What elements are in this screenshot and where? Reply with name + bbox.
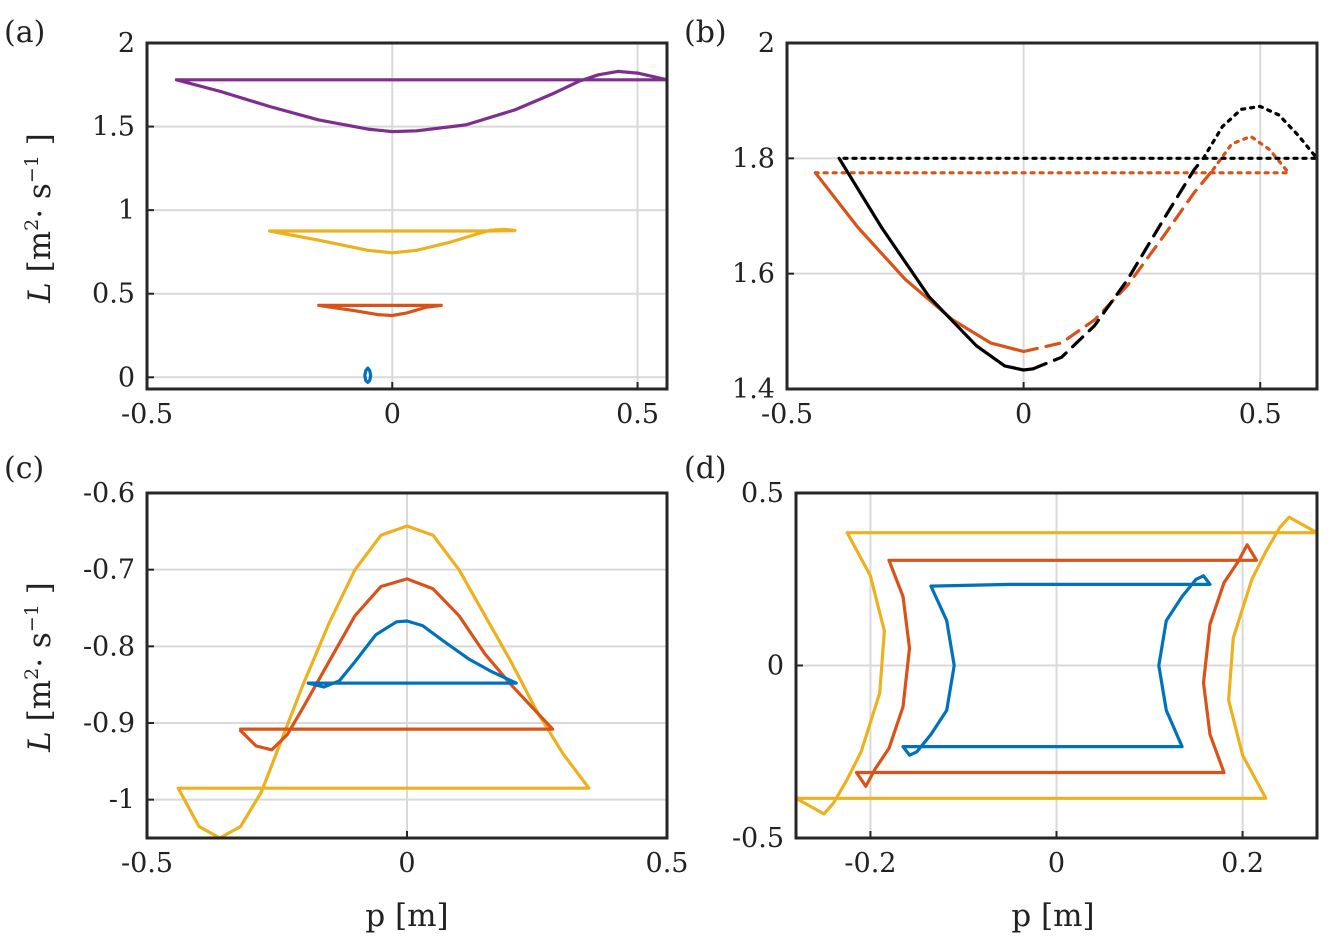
y-axis-label-symbol: L bbox=[22, 731, 58, 753]
plot-frame bbox=[785, 41, 1319, 391]
x-tick-label: -0.5 bbox=[121, 848, 173, 879]
y-tick-label: -0.8 bbox=[83, 631, 135, 662]
panel-a: -0.5 0 0.500.511.52(a)L [m2· s−1 ] bbox=[4, 15, 669, 430]
y-axis-label-mid: · s bbox=[22, 632, 58, 668]
panel-label: (c) bbox=[4, 451, 44, 486]
series-orange bbox=[239, 577, 555, 752]
panel-label: (d) bbox=[684, 451, 727, 486]
series-blue bbox=[363, 366, 373, 384]
y-tick-label: 2 bbox=[758, 28, 775, 59]
y-tick-label: 0 bbox=[118, 362, 135, 393]
panel-label: (a) bbox=[4, 15, 45, 50]
series-orange-dotted bbox=[813, 134, 1291, 175]
series-yellow bbox=[268, 227, 517, 255]
y-axis-label-sup1: 2 bbox=[21, 219, 43, 231]
series-purple bbox=[174, 69, 667, 134]
panel-d: -0.2 0 0.2 -0.5 0 0.5 (d) p [m] bbox=[684, 451, 1319, 934]
series-orange-solid bbox=[813, 171, 1026, 354]
series-blue bbox=[901, 574, 1212, 757]
x-tick-label: 0.2 bbox=[1221, 848, 1264, 879]
series-black-dotted bbox=[837, 104, 1317, 160]
y-tick-label: 0 bbox=[767, 651, 784, 682]
y-tick-label: -1 bbox=[109, 785, 135, 816]
x-tick-label: 0 bbox=[1015, 399, 1032, 430]
x-tick-label: 0 bbox=[398, 848, 415, 879]
y-tick-label: -0.5 bbox=[732, 823, 784, 854]
y-axis-label-space bbox=[22, 721, 58, 731]
x-tick-label: -0.5 bbox=[761, 399, 813, 430]
y-axis-label-close: ] bbox=[22, 582, 58, 594]
series-orange bbox=[854, 543, 1259, 788]
y-tick-label: 2 bbox=[118, 28, 135, 59]
y-axis-label-open: [m bbox=[22, 231, 58, 273]
y-tick-label: -0.7 bbox=[83, 555, 135, 586]
y-axis-label: L [m2· s−1 ] bbox=[21, 133, 58, 304]
y-tick-label: -0.9 bbox=[83, 708, 135, 739]
y-axis-label-symbol: L bbox=[22, 282, 58, 304]
x-tick-label: -0.2 bbox=[844, 848, 896, 879]
y-axis-label-open: [m bbox=[22, 680, 58, 722]
x-tick-label: -0.5 bbox=[121, 399, 173, 430]
y-axis-label-mid: · s bbox=[22, 183, 58, 219]
series-orange-dashed bbox=[1021, 168, 1215, 354]
x-axis-label: p [m] bbox=[1011, 898, 1094, 934]
panel-label: (b) bbox=[684, 15, 727, 50]
series-yellow bbox=[176, 524, 591, 838]
y-axis-label-close: ] bbox=[22, 133, 58, 145]
plot-frame bbox=[145, 41, 669, 391]
x-tick-label: 0 bbox=[1048, 848, 1065, 879]
y-tick-label: 1.6 bbox=[732, 259, 775, 290]
y-axis-label-sup2: −1 bbox=[21, 604, 43, 632]
y-axis-label-sup1: 2 bbox=[21, 668, 43, 680]
series-yellow bbox=[796, 515, 1317, 816]
x-tick-label: 0 bbox=[384, 399, 401, 430]
x-tick-label: 0.5 bbox=[616, 399, 659, 430]
panel-c: -0.5 0 0.5 -1 -0.9 -0.8 -0.7 -0.6 (c) p [m] L [m2·… bbox=[4, 451, 688, 934]
series-orange bbox=[317, 303, 443, 318]
y-tick-label: 0.5 bbox=[741, 478, 784, 509]
y-tick-label: 1.4 bbox=[732, 374, 775, 405]
y-tick-label: 1.8 bbox=[732, 143, 775, 174]
y-axis-label-space bbox=[22, 272, 58, 282]
y-axis-label-space bbox=[22, 594, 58, 604]
x-tick-label: 0.5 bbox=[1239, 399, 1282, 430]
series-black-dashed bbox=[1031, 156, 1206, 371]
y-axis-label: L [m2· s−1 ] bbox=[21, 582, 58, 753]
y-tick-label: 1 bbox=[118, 195, 135, 226]
y-axis-label-space bbox=[22, 145, 58, 155]
y-tick-label: 1.5 bbox=[92, 112, 135, 143]
y-tick-label: -0.6 bbox=[83, 478, 135, 509]
series-black-solid bbox=[837, 156, 1035, 372]
y-tick-label: 0.5 bbox=[92, 279, 135, 310]
y-axis-label-sup2: −1 bbox=[21, 155, 43, 183]
x-tick-label: 0.5 bbox=[646, 848, 689, 879]
panel-b: -0.5 0 0.5 1.4 1.6 1.8 2 (b) bbox=[684, 15, 1319, 430]
x-axis-label: p [m] bbox=[365, 898, 448, 934]
series-blue bbox=[306, 619, 518, 689]
